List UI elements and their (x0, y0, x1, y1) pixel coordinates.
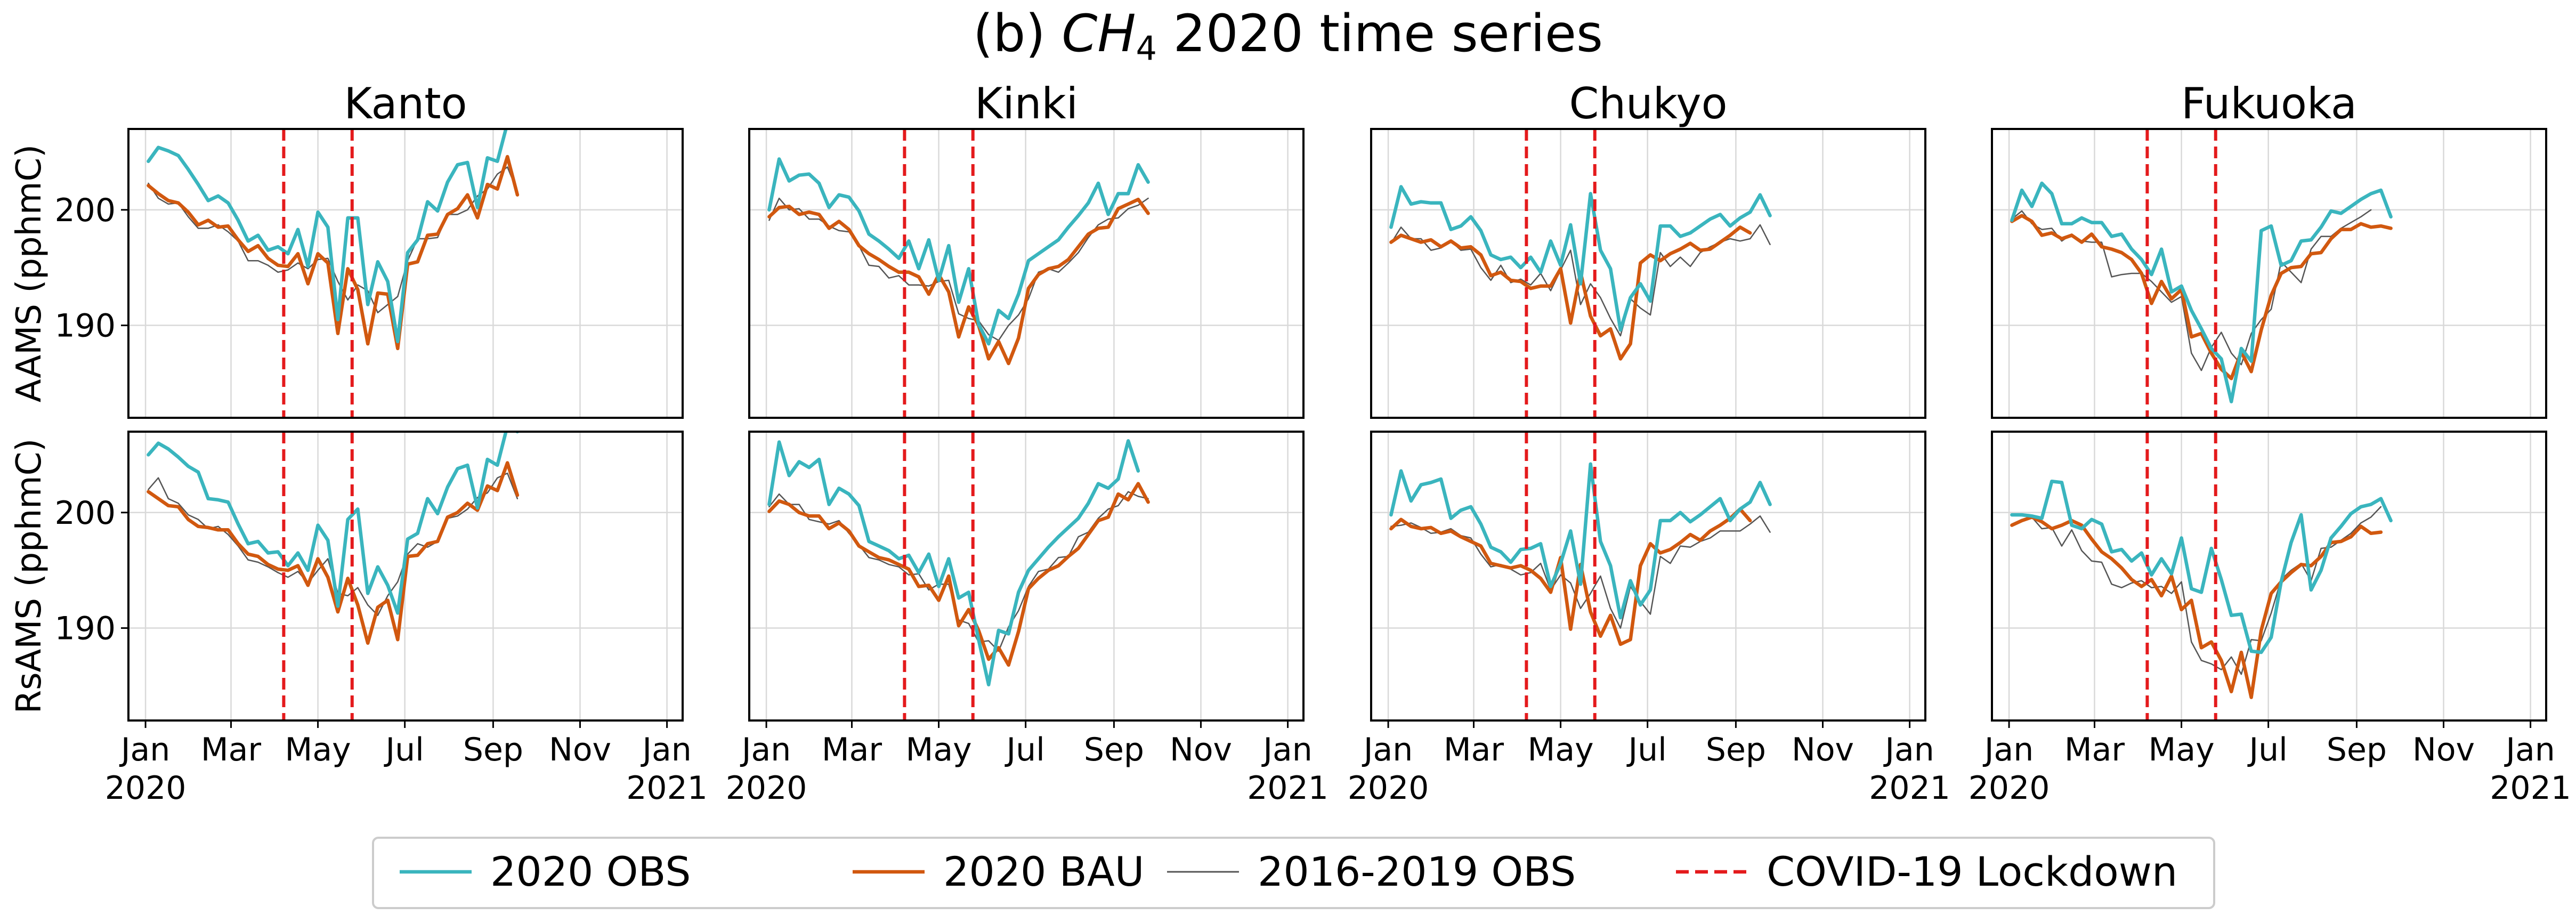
x-tick-label: May (1528, 731, 1594, 768)
series-line-bau2020 (767, 197, 1150, 366)
panel-frame (127, 128, 684, 419)
x-tick-label: May (285, 731, 351, 768)
x-tick-label: Mar (2064, 731, 2125, 768)
panel-frame (1991, 128, 2547, 419)
panel-frame (1370, 431, 1926, 722)
series-line-obs1619 (2011, 506, 2382, 675)
x-tick-label: May (906, 731, 972, 768)
x-tick-label: Jul (1626, 731, 1666, 768)
x-tick-label: Jan (119, 731, 171, 768)
x-tick-label: Nov (1170, 731, 1232, 768)
x-tick-label: Sep (2327, 731, 2387, 768)
legend-label-bau2020: 2020 BAU (943, 848, 1144, 895)
series-group (767, 157, 1150, 366)
x-tick-label: Jan (1982, 731, 2034, 768)
x-tick-label: Sep (463, 731, 523, 768)
panel-title: Kinki (975, 79, 1078, 128)
panel-title: Kanto (344, 79, 467, 128)
series-group (147, 129, 520, 351)
x-tick-label: Nov (1792, 731, 1854, 768)
series-line-obs1619 (768, 197, 1149, 341)
series-line-bau2020 (1389, 225, 1752, 361)
series-line-bau2020 (2010, 214, 2393, 380)
x-tick-label: Mar (1444, 731, 1504, 768)
x-tick-label: Jan (640, 731, 692, 768)
x-tick-label: Mar (822, 731, 882, 768)
x-tick-label: Jan (1883, 731, 1934, 768)
x-tick-label: Jan (740, 731, 791, 768)
y-tick-label: 200 (54, 192, 116, 229)
series-line-obs2020 (2010, 479, 2393, 654)
x-tick-label-year: 2021 (626, 770, 708, 807)
series-line-bau2020 (767, 482, 1150, 667)
y-tick-label: 190 (54, 610, 116, 647)
y-tick-label: 190 (54, 307, 116, 345)
panel-frame (1991, 431, 2547, 722)
x-tick-label: Jul (2247, 731, 2287, 768)
series-line-bau2020 (147, 155, 520, 351)
x-tick-label-year: 2020 (1969, 770, 2050, 807)
panel-chukyo-aams: Chukyo (1370, 79, 1926, 419)
x-tick-label: Nov (549, 731, 611, 768)
series-line-bau2020 (1389, 507, 1752, 646)
x-tick-label: Jan (2504, 731, 2555, 768)
x-tick-label: May (2149, 731, 2215, 768)
x-tick-label-year: 2021 (2490, 770, 2571, 807)
series-group (2010, 181, 2393, 403)
series-line-obs2020 (1389, 462, 1772, 620)
legend-label-obs1619: 2016-2019 OBS (1258, 848, 1576, 895)
x-tick-label: Sep (1706, 731, 1766, 768)
x-tick-label: Jul (1004, 731, 1044, 768)
y-axis-label: RsAMS (pphmC) (10, 439, 49, 714)
series-line-obs2020 (147, 129, 508, 344)
series-line-obs2020 (2010, 181, 2393, 403)
x-tick-label: Jan (1362, 731, 1413, 768)
panel-title: Chukyo (1569, 79, 1727, 128)
x-tick-label: Jan (1261, 731, 1313, 768)
x-tick-label: Jul (383, 731, 424, 768)
x-tick-label: Nov (2412, 731, 2475, 768)
legend-label-obs2020: 2020 OBS (490, 848, 691, 895)
x-tick-label-year: 2020 (105, 770, 187, 807)
panel-frame (1370, 128, 1926, 419)
series-line-bau2020 (147, 461, 520, 645)
series-line-obs2020 (767, 439, 1140, 687)
x-tick-label-year: 2021 (1869, 770, 1950, 807)
series-line-bau2020 (2010, 515, 2383, 699)
series-group (2010, 479, 2393, 699)
legend: 2020 OBS 2020 BAU 2016-2019 OBS COVID-19 Lo… (372, 837, 2215, 909)
x-tick-label-year: 2020 (1348, 770, 1429, 807)
panel-fukuoka-aams: Fukuoka (1991, 79, 2547, 419)
series-group (1389, 462, 1772, 646)
x-tick-label-year: 2020 (726, 770, 807, 807)
series-group (767, 439, 1150, 687)
y-tick-label: 200 (54, 495, 116, 532)
series-group (147, 432, 520, 645)
series-line-obs2020 (147, 432, 520, 615)
x-tick-label: Sep (1084, 731, 1144, 768)
panel-frame (748, 128, 1305, 419)
x-tick-label-year: 2021 (1247, 770, 1328, 807)
series-line-obs2020 (767, 157, 1150, 346)
panel-kinki-aams: Kinki (748, 79, 1305, 419)
legend-frame (372, 837, 2215, 909)
series-line-obs2020 (1389, 185, 1772, 332)
panel-title: Fukuoka (2181, 79, 2357, 128)
x-tick-label: Mar (201, 731, 262, 768)
figure-title: (b) CH4 2020 time series (973, 4, 1603, 68)
series-group (1389, 185, 1772, 361)
y-axis-label: AAMS (pphmC) (10, 144, 49, 402)
legend-label-lockdown: COVID-19 Lockdown (1767, 848, 2177, 895)
